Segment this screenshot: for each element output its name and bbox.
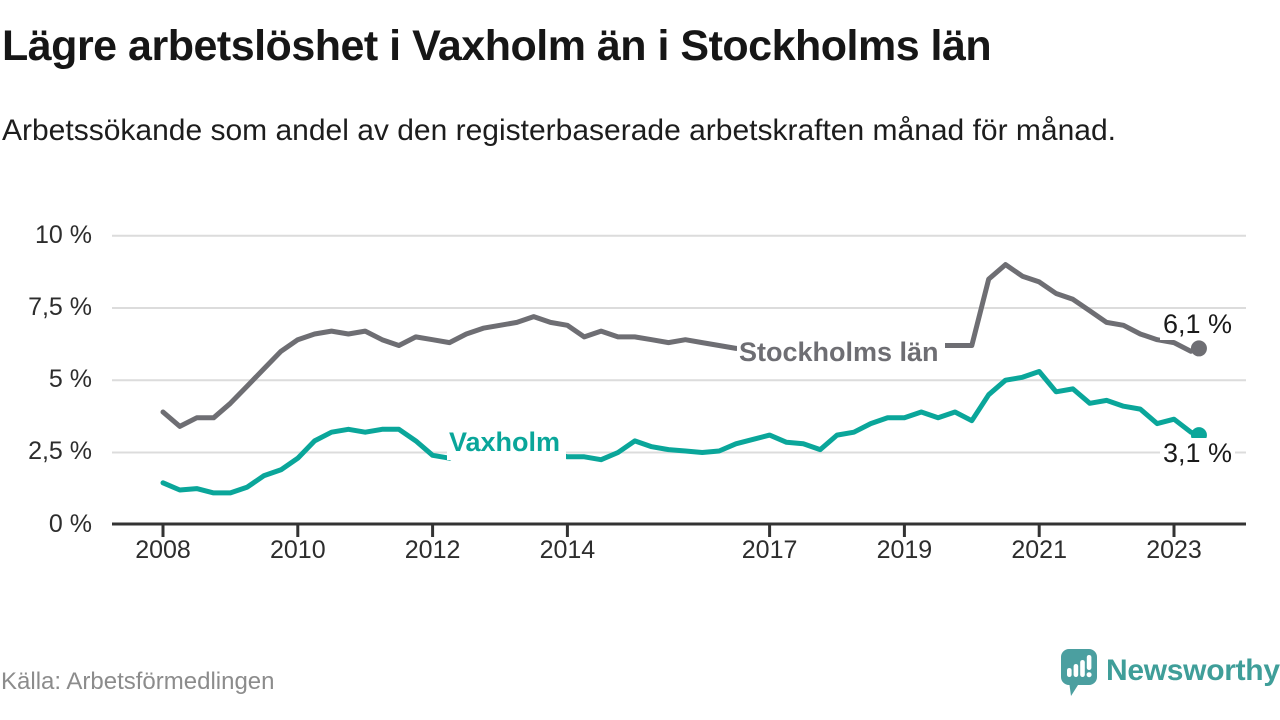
series-end-dot-stockholms-lan: [1190, 340, 1207, 357]
page-title: Lägre arbetslöshet i Vaxholm än i Stockh…: [2, 22, 992, 70]
newsworthy-speech-bubble-bar-chart-icon: [1061, 649, 1097, 696]
chart-subtitle: Arbetssökande som andel av den registerb…: [2, 114, 1116, 147]
series-end-dot-vaxholm: [1190, 427, 1207, 444]
series-line-vaxholm: [160, 369, 1202, 496]
source-note: Källa: Arbetsförmedlingen: [1, 668, 275, 695]
series-line-stockholms-lan: [160, 262, 1202, 429]
brand-logo: Newsworthy: [1060, 648, 1280, 698]
brand-wordmark: Newsworthy: [1106, 654, 1280, 687]
